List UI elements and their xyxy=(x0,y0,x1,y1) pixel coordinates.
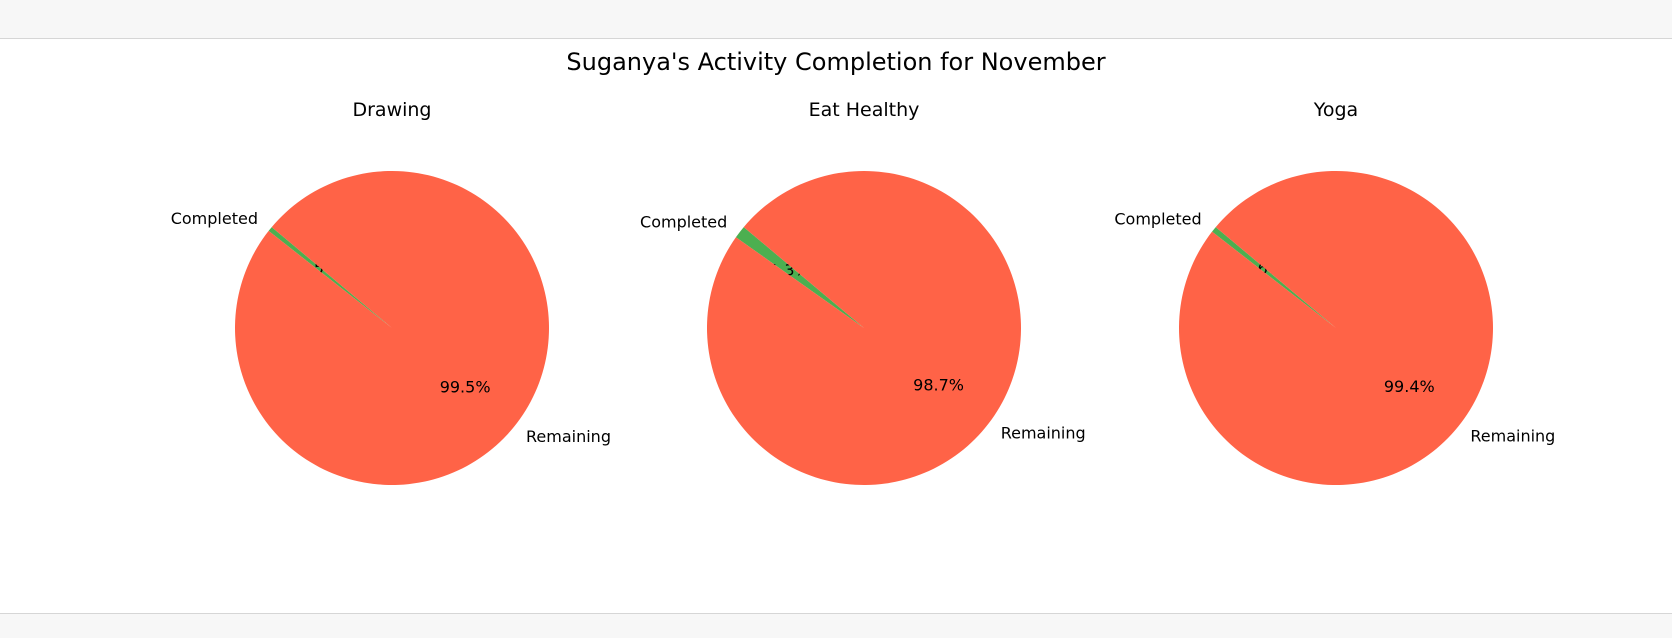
figure-canvas: Suganya's Activity Completion for Novemb… xyxy=(0,39,1672,613)
slice-percent-remaining: 99.4% xyxy=(1384,377,1435,396)
bottom-bar xyxy=(0,613,1672,638)
pie-slice-completed xyxy=(1212,227,1336,328)
slice-label-remaining: Remaining xyxy=(526,427,611,446)
slice-label-remaining: Remaining xyxy=(1470,426,1555,445)
figure-title: Suganya's Activity Completion for Novemb… xyxy=(566,48,1105,76)
slice-label-completed: Completed xyxy=(640,212,727,231)
pie-slice-remaining xyxy=(1178,171,1493,486)
pie-slice-remaining xyxy=(234,171,549,486)
pie-title: Drawing xyxy=(352,99,431,121)
pie-slice-completed xyxy=(735,227,864,328)
top-toolbar xyxy=(0,0,1672,39)
figure-svg: Suganya's Activity Completion for Novemb… xyxy=(171,48,1555,486)
slice-percent-remaining: 98.7% xyxy=(913,376,964,395)
slice-label-completed: Completed xyxy=(1114,210,1201,229)
pie-title: Eat Healthy xyxy=(809,99,920,121)
pie-slice-remaining xyxy=(706,171,1021,486)
slice-percent-remaining: 99.5% xyxy=(440,377,491,396)
pie-slice-completed xyxy=(268,227,392,328)
slice-label-completed: Completed xyxy=(171,209,258,228)
slice-label-remaining: Remaining xyxy=(1001,424,1086,443)
pie-title: Yoga xyxy=(1313,99,1358,121)
